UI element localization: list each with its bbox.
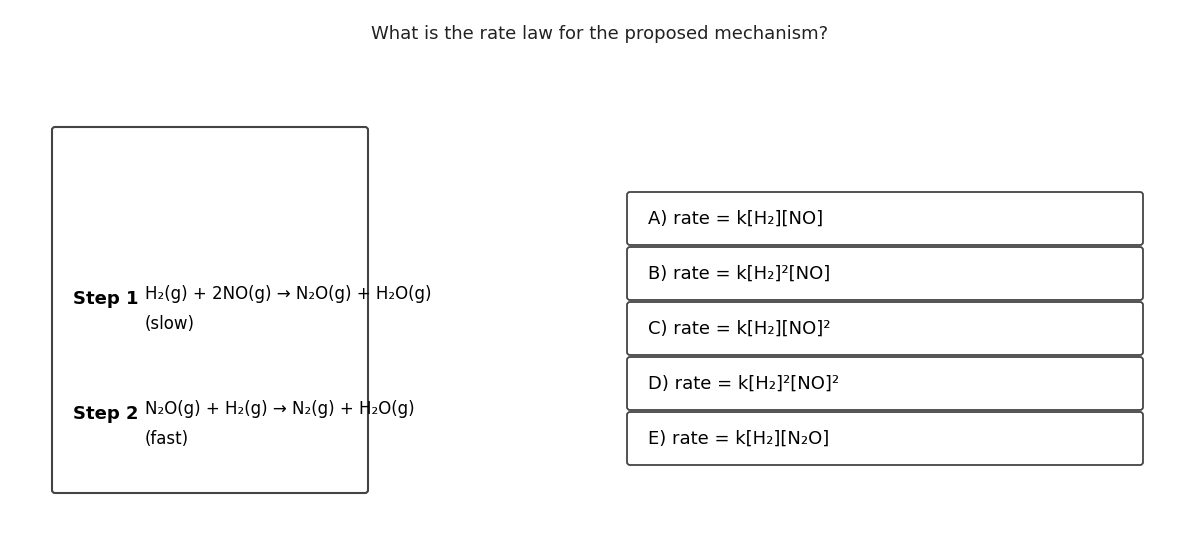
FancyBboxPatch shape [628,302,1142,355]
FancyBboxPatch shape [628,357,1142,410]
Text: H₂(g) + 2NO(g) → N₂O(g) + H₂O(g): H₂(g) + 2NO(g) → N₂O(g) + H₂O(g) [145,285,432,303]
FancyBboxPatch shape [628,412,1142,465]
FancyBboxPatch shape [628,192,1142,245]
FancyBboxPatch shape [628,247,1142,300]
Text: E) rate = k[H₂][N₂O]: E) rate = k[H₂][N₂O] [648,430,829,447]
Text: Step 2: Step 2 [73,405,138,423]
Text: What is the rate law for the proposed mechanism?: What is the rate law for the proposed me… [372,25,828,43]
Text: (fast): (fast) [145,430,190,448]
Text: N₂O(g) + H₂(g) → N₂(g) + H₂O(g): N₂O(g) + H₂(g) → N₂(g) + H₂O(g) [145,400,415,418]
Text: (slow): (slow) [145,315,194,333]
Text: A) rate = k[H₂][NO]: A) rate = k[H₂][NO] [648,210,823,227]
FancyBboxPatch shape [52,127,368,493]
Text: D) rate = k[H₂]²[NO]²: D) rate = k[H₂]²[NO]² [648,375,839,392]
Text: Step 1: Step 1 [73,290,138,308]
Text: C) rate = k[H₂][NO]²: C) rate = k[H₂][NO]² [648,320,830,337]
Text: B) rate = k[H₂]²[NO]: B) rate = k[H₂]²[NO] [648,265,830,282]
